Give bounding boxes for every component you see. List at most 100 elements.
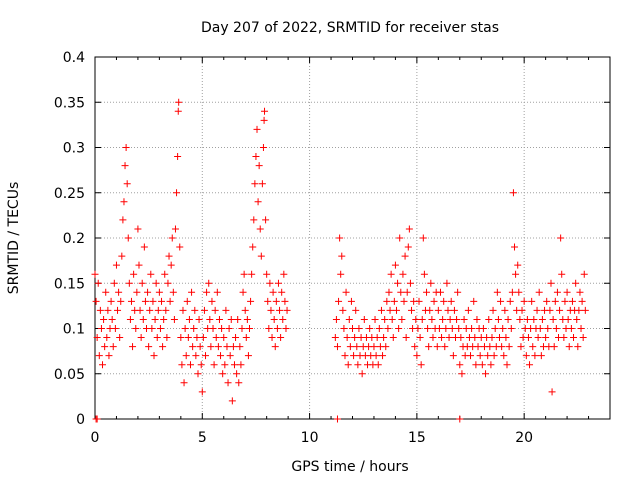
data-point [93,415,101,423]
data-point [524,334,532,342]
data-point [556,306,564,314]
data-point [189,343,197,351]
data-point [391,261,399,269]
data-point [486,343,494,351]
data-point [547,279,555,287]
data-point [346,343,354,351]
data-point [277,334,285,342]
data-point [441,343,449,351]
data-point [112,261,120,269]
data-point [176,243,184,251]
data-point [534,334,542,342]
data-point [482,370,490,378]
data-point [427,279,435,287]
data-point [218,325,226,332]
data-point [338,252,346,260]
data-point [574,343,582,351]
data-point [456,361,464,369]
data-point [552,325,560,332]
y-tick-label: 0.25 [54,186,85,202]
data-point [456,415,464,423]
data-point [265,325,273,332]
data-point [396,234,404,242]
data-point [268,334,276,342]
data-point [221,361,229,369]
data-point [269,288,277,296]
data-point [402,334,410,342]
data-point [164,279,172,287]
data-point [119,216,127,224]
data-point [197,361,205,369]
data-point [520,297,528,305]
data-point [136,306,144,314]
data-point [174,153,182,161]
data-point [251,180,259,188]
data-point [229,343,237,351]
data-point [152,279,160,287]
data-point [546,306,554,314]
data-point [96,306,104,314]
data-point [442,325,450,332]
data-point [117,297,125,305]
data-point [417,361,425,369]
data-point [141,297,149,305]
data-point [173,189,181,197]
data-point [577,325,585,332]
data-point [573,315,581,323]
data-point [381,315,389,323]
data-point [455,325,463,332]
data-point [401,252,409,260]
data-point [468,325,476,332]
data-point [238,325,246,332]
data-point [382,343,390,351]
data-point [341,352,349,360]
data-point [138,279,146,287]
data-point [523,315,531,323]
x-tick-label: 5 [198,430,207,446]
data-point [487,361,495,369]
data-point [570,334,578,342]
data-point [522,352,530,360]
data-point [436,288,444,296]
data-point [512,270,520,278]
data-point [430,297,438,305]
data-point [160,315,168,323]
data-point [383,297,391,305]
data-point [170,315,178,323]
data-point [404,243,412,251]
data-point [490,352,498,360]
data-point [116,334,124,342]
data-point [186,361,194,369]
data-point [476,352,484,360]
data-point [200,306,208,314]
data-point [542,334,550,342]
data-point [405,225,413,233]
data-point [255,162,263,170]
data-point [102,288,110,296]
data-point [126,315,134,323]
x-tick-label: 10 [301,430,319,446]
data-point [276,306,284,314]
data-point [335,297,343,305]
data-point [533,306,541,314]
data-point [243,315,251,323]
data-point [428,315,436,323]
data-point [250,216,258,224]
data-point [535,288,543,296]
data-point [450,306,458,314]
data-point [530,315,538,323]
data-point [199,334,207,342]
data-point [415,297,423,305]
data-point [100,315,108,323]
data-point [553,288,561,296]
data-point [371,315,379,323]
data-point [145,343,153,351]
data-point [150,352,158,360]
data-point [194,370,202,378]
data-point [565,343,573,351]
data-point [213,288,221,296]
data-point [110,279,118,287]
data-point [548,388,556,396]
data-point [343,334,351,342]
